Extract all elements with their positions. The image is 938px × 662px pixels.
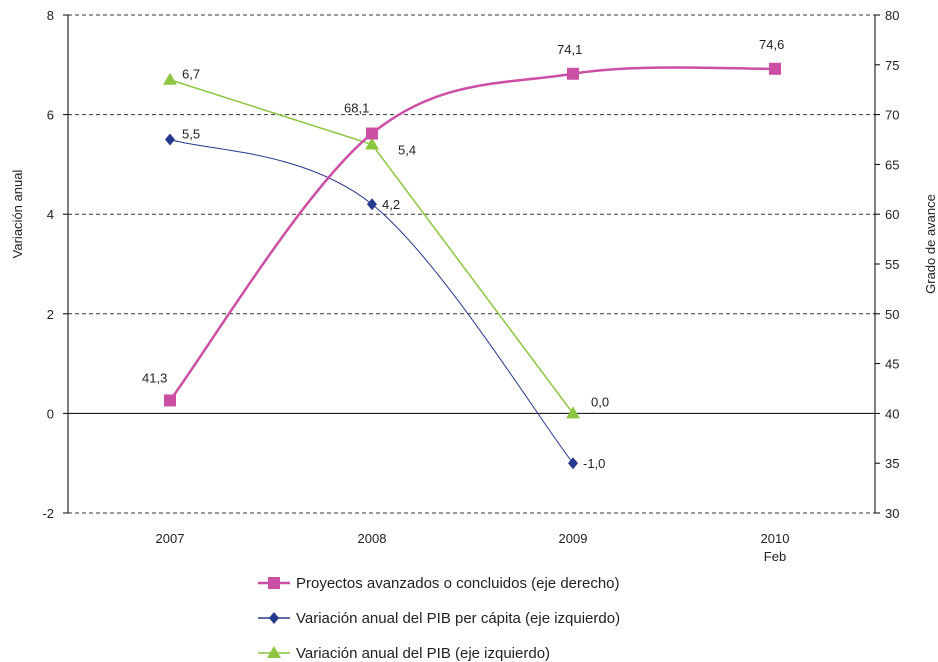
right-tick-label: 30 <box>885 506 899 521</box>
data-point <box>164 394 176 407</box>
left-axis-ticks: -2 0 2 4 6 8 <box>42 8 68 521</box>
right-tick-label: 45 <box>885 357 899 372</box>
left-tick-label: -2 <box>42 506 54 521</box>
right-tick-label: 55 <box>885 257 899 272</box>
x-tick-sublabel: Feb <box>764 549 786 564</box>
data-label: 5,4 <box>398 142 416 157</box>
data-label: 0,0 <box>591 394 609 409</box>
right-tick-label: 40 <box>885 406 899 421</box>
legend-label: Variación anual del PIB per cápita (eje … <box>296 610 620 627</box>
legend-swatch-marker <box>269 612 279 624</box>
data-point <box>566 406 580 419</box>
right-tick-label: 70 <box>885 108 899 123</box>
data-label: 68,1 <box>344 101 369 116</box>
legend-label: Proyectos avanzados o concluidos (eje de… <box>296 575 620 592</box>
series-line <box>169 66 776 402</box>
legend-label: Variación anual del PIB (eje izquierdo) <box>296 645 550 662</box>
data-label: 5,5 <box>182 127 200 142</box>
data-point <box>366 127 378 140</box>
data-point <box>567 67 579 80</box>
legend-item: Variación anual del PIB (eje izquierdo) <box>258 645 550 662</box>
left-tick-label: 8 <box>47 8 54 23</box>
legend: Proyectos avanzados o concluidos (eje de… <box>258 575 620 662</box>
data-labels: 5,5 4,2 -1,0 6,7 5,4 0,0 41,3 68,1 74,1 74,6 <box>142 37 784 471</box>
data-point <box>365 137 379 150</box>
left-tick-label: 4 <box>47 207 54 222</box>
x-tick-label: 2007 <box>156 531 185 546</box>
data-point <box>163 72 177 85</box>
series-pib <box>163 72 580 419</box>
data-label: 74,1 <box>557 42 582 57</box>
series-pib-per-capita <box>165 133 578 470</box>
right-axis-ticks: 30 35 40 45 50 55 60 65 70 75 80 <box>875 8 899 521</box>
left-tick-label: 0 <box>47 406 54 421</box>
right-tick-label: 75 <box>885 58 899 73</box>
series-layer <box>163 62 781 470</box>
data-point <box>769 62 781 75</box>
data-label: 41,3 <box>142 370 167 385</box>
x-axis-ticks: 2007 2008 2009 2010 Feb <box>156 531 790 564</box>
data-label: 6,7 <box>182 67 200 82</box>
y-axis-right-title: Grado de avance <box>923 194 938 294</box>
data-label: -1,0 <box>583 456 605 471</box>
left-tick-label: 2 <box>47 307 54 322</box>
left-tick-label: 6 <box>47 108 54 123</box>
data-point <box>165 133 175 146</box>
series-projects <box>164 62 781 407</box>
data-label: 74,6 <box>759 37 784 52</box>
right-tick-label: 35 <box>885 456 899 471</box>
right-tick-label: 50 <box>885 307 899 322</box>
data-point <box>568 457 578 470</box>
y-axis-left-title: Variación anual <box>10 170 25 259</box>
legend-item: Proyectos avanzados o concluidos (eje de… <box>258 575 620 592</box>
right-tick-label: 80 <box>885 8 899 23</box>
axes <box>67 15 876 513</box>
data-label: 4,2 <box>382 197 400 212</box>
series-line <box>169 139 574 464</box>
x-tick-label: 2008 <box>358 531 387 546</box>
x-tick-label: 2009 <box>559 531 588 546</box>
right-tick-label: 60 <box>885 207 899 222</box>
legend-swatch-marker <box>267 646 281 658</box>
x-tick-label: 2010 <box>761 531 790 546</box>
right-tick-label: 65 <box>885 157 899 172</box>
gridlines <box>68 14 875 514</box>
legend-item: Variación anual del PIB per cápita (eje … <box>258 610 620 627</box>
legend-swatch-marker <box>268 577 280 589</box>
data-point <box>367 198 377 211</box>
